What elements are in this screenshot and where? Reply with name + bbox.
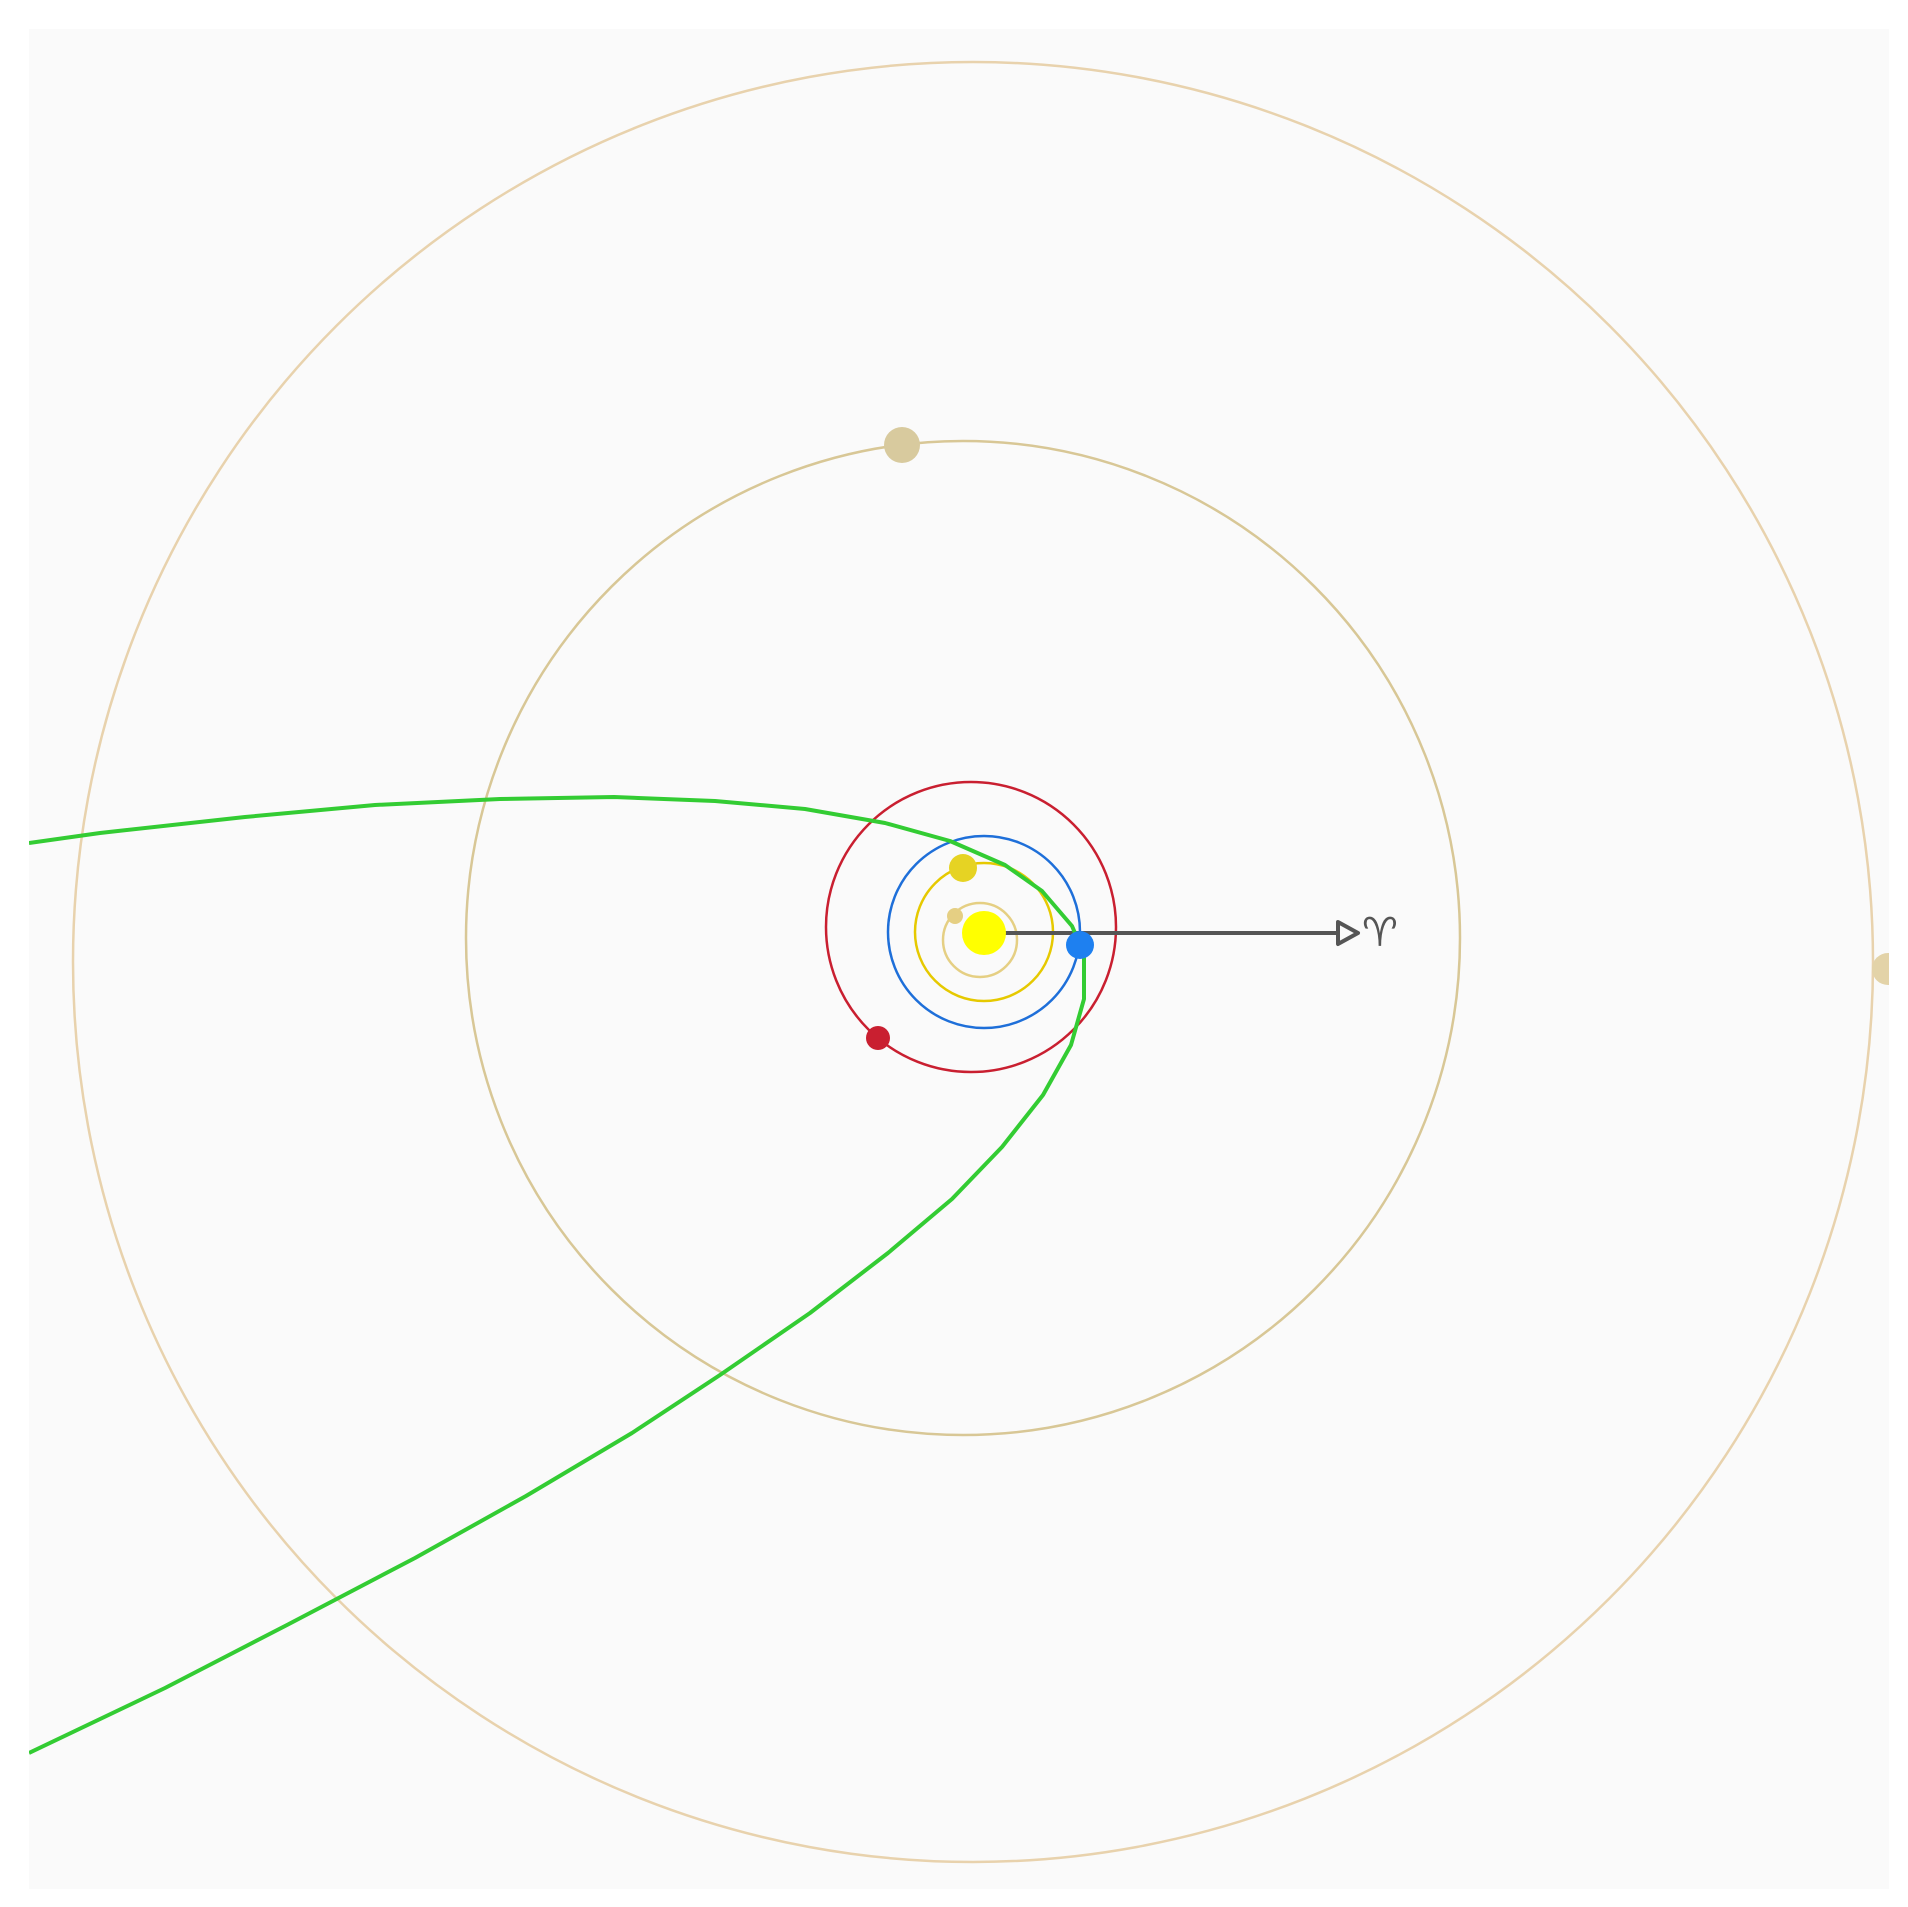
vernal-equinox-arrowhead [1336, 920, 1360, 946]
mercury-planet [947, 908, 963, 924]
mars-orbit [824, 780, 1118, 1074]
plot-background [29, 29, 1889, 1889]
jupiter-planet [884, 427, 920, 463]
saturn-orbit [71, 60, 1875, 1864]
sun [962, 911, 1006, 955]
vernal-equinox-symbol: ♈ [1362, 910, 1398, 956]
mercury-orbit [941, 901, 1019, 979]
saturn-planet [1872, 953, 1889, 985]
earth-planet [1066, 931, 1094, 959]
venus-planet [949, 854, 977, 882]
jupiter-orbit [464, 439, 1462, 1437]
mars-planet [866, 1026, 890, 1050]
spacecraft-trajectory [29, 795, 1086, 1755]
